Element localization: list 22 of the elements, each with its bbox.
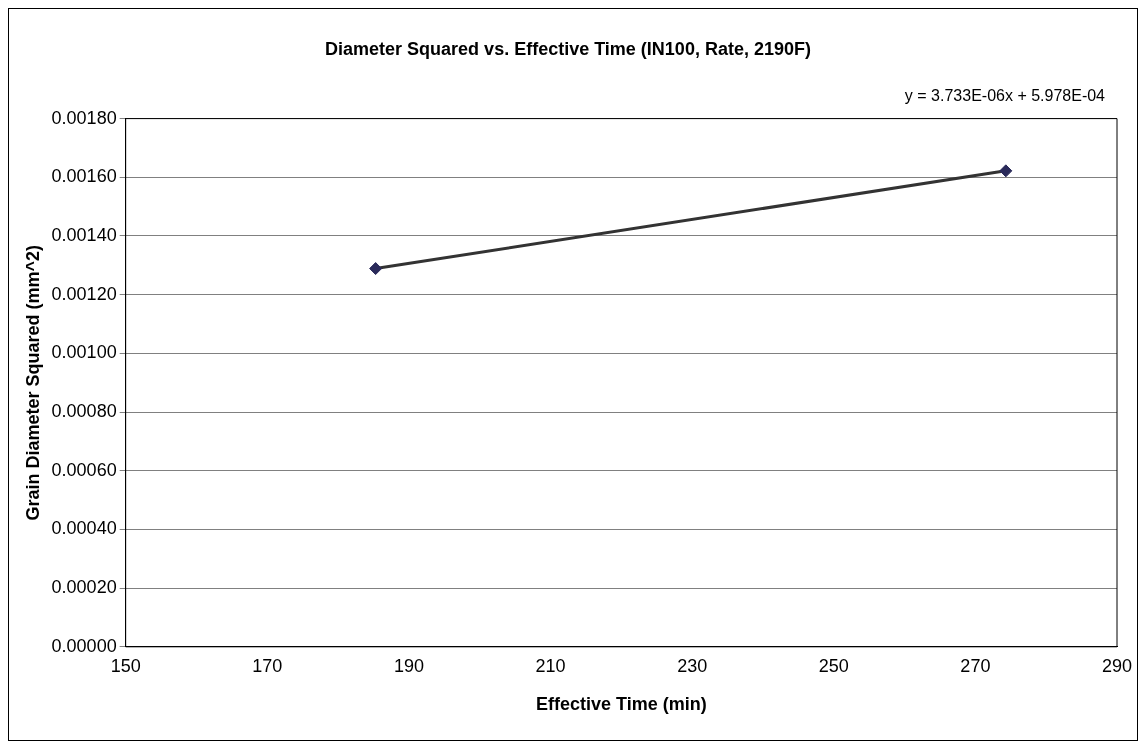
x-tick-label: 290: [1101, 655, 1133, 676]
y-tick-label: 0.00000: [51, 635, 117, 656]
x-tick-label: 150: [110, 655, 141, 676]
x-tick-label: 270: [960, 655, 991, 676]
y-tick-label: 0.00180: [51, 107, 117, 128]
y-tick-label: 0.00100: [51, 342, 117, 363]
y-tick-label: 0.00040: [51, 518, 117, 539]
y-tick-label: 0.00140: [51, 224, 117, 245]
y-tick-label: 0.00020: [51, 577, 117, 598]
y-tick-label: 0.00060: [51, 459, 117, 480]
x-tick-label: 170: [252, 655, 283, 676]
y-tick-label: 0.00160: [51, 166, 117, 187]
text: y = 3.733E-06x + 5.978E-04: [904, 87, 1106, 105]
x-tick-label: 230: [677, 655, 708, 676]
y-tick-label: 0.00120: [51, 283, 117, 304]
x-tick-label: 190: [393, 655, 424, 676]
x-tick-label: 250: [818, 655, 849, 676]
chart-title: Diameter Squared vs. Effective Time (IN100, Rate, 2190F): [325, 38, 811, 59]
x-axis-title: Effective Time (min): [535, 694, 707, 715]
x-tick-label: 210: [535, 655, 566, 676]
y-tick-label: 0.00080: [51, 401, 117, 422]
y-axis-title: Grain Diameter Squared (mm^2): [22, 244, 43, 521]
